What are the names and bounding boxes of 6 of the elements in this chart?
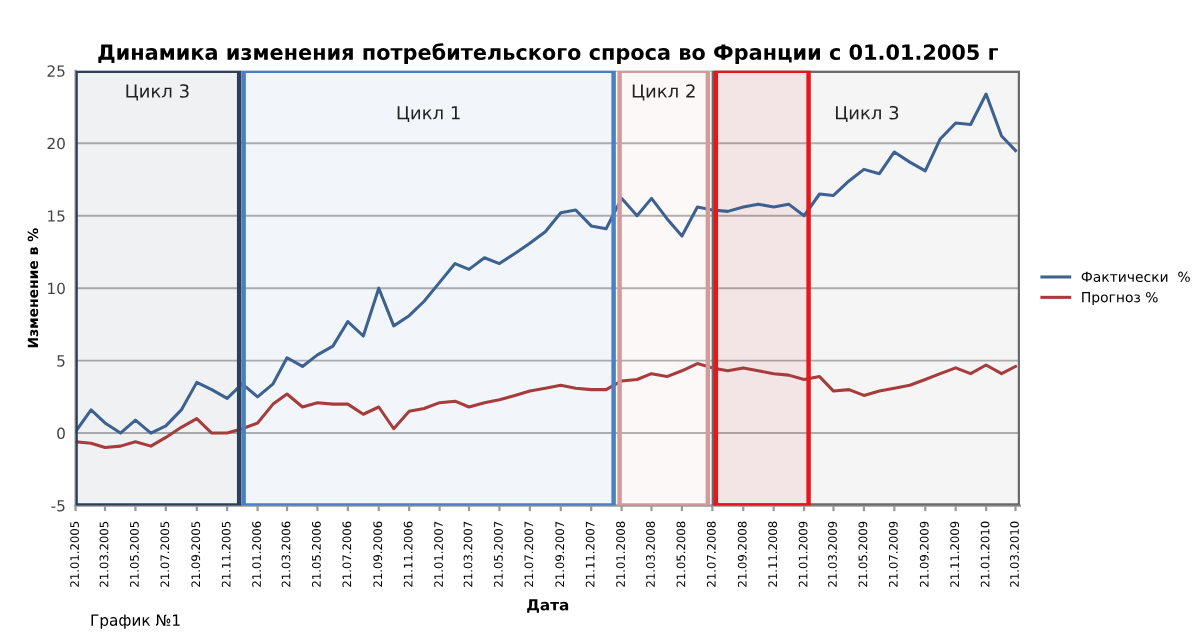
- band-label: Цикл 3: [835, 105, 899, 123]
- band-label: Цикл 3: [126, 84, 189, 101]
- band-label: Цикл 2: [632, 84, 695, 101]
- chart-title: Динамика изменения потребительского спроса во Франции с 01.01.2005 г: [98, 43, 998, 65]
- band-label: Цикл 1: [397, 106, 460, 123]
- line-series: [75, 362, 1018, 450]
